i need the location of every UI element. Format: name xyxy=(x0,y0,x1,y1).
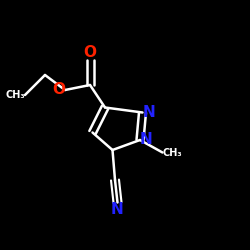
Text: N: N xyxy=(142,105,155,120)
Text: N: N xyxy=(111,202,124,218)
Text: O: O xyxy=(52,82,65,98)
Text: O: O xyxy=(84,45,96,60)
Text: N: N xyxy=(140,132,153,148)
Text: CH₃: CH₃ xyxy=(6,90,25,100)
Text: CH₃: CH₃ xyxy=(162,148,182,158)
